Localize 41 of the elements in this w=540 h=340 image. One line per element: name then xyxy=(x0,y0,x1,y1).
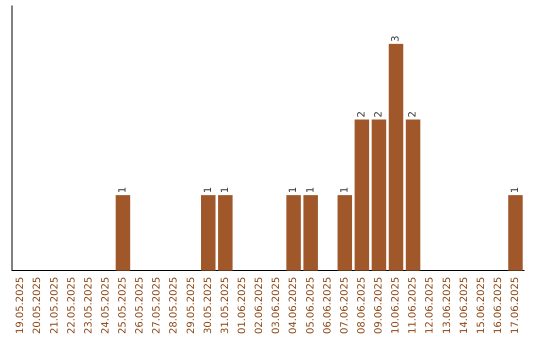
x-tick-label: 24.05.2025 xyxy=(100,276,112,334)
x-tick-label: 06.06.2025 xyxy=(322,276,334,334)
data-label: 2 xyxy=(356,111,368,118)
x-tick-label: 23.05.2025 xyxy=(83,276,94,334)
x-tick-label: 14.06.2025 xyxy=(458,276,470,334)
x-tick-label: 11.06.2025 xyxy=(408,276,419,334)
x-tick-label: 05.06.2025 xyxy=(305,276,316,334)
x-tick-label: 03.06.2025 xyxy=(271,276,282,334)
x-tick-label: 10.06.2025 xyxy=(390,276,402,334)
x-tick-label: 07.06.2025 xyxy=(339,276,350,334)
x-tick-label: 16.06.2025 xyxy=(492,276,504,334)
data-label: 1 xyxy=(220,186,231,194)
x-tick-label: 02.06.2025 xyxy=(254,276,266,334)
x-tick-label: 04.06.2025 xyxy=(288,276,300,334)
x-tick-label: 15.06.2025 xyxy=(476,276,487,334)
x-tick-label: 31.05.2025 xyxy=(220,276,231,334)
x-tick-label: 13.06.2025 xyxy=(442,276,453,334)
data-label: 3 xyxy=(390,35,402,42)
data-label: 2 xyxy=(408,111,419,118)
x-tick-label: 29.05.2025 xyxy=(186,276,197,334)
x-tick-label: 08.06.2025 xyxy=(356,276,368,334)
x-tick-label: 09.06.2025 xyxy=(374,276,385,334)
x-tick-label: 22.05.2025 xyxy=(66,276,78,334)
x-tick-label: 27.05.2025 xyxy=(152,276,163,334)
data-label: 1 xyxy=(118,186,129,194)
x-tick-label: 28.05.2025 xyxy=(168,276,180,334)
data-label: 1 xyxy=(339,186,350,194)
data-label: 1 xyxy=(510,186,522,194)
x-tick-label: 26.05.2025 xyxy=(134,276,146,334)
data-label: 2 xyxy=(374,111,385,118)
x-tick-label: 12.06.2025 xyxy=(424,276,436,334)
data-label: 1 xyxy=(288,186,300,194)
x-tick-label: 19.05.2025 xyxy=(15,276,26,334)
x-tick-label: 20.05.2025 xyxy=(32,276,44,334)
x-tick-label: 21.05.2025 xyxy=(49,276,60,334)
data-label: 1 xyxy=(202,186,214,194)
x-tick-label: 01.06.2025 xyxy=(236,276,248,334)
x-tick-label: 17.06.2025 xyxy=(510,276,522,334)
x-tick-label: 25.05.2025 xyxy=(118,276,129,334)
x-tick-label: 30.05.2025 xyxy=(202,276,214,334)
data-label: 1 xyxy=(305,186,316,194)
